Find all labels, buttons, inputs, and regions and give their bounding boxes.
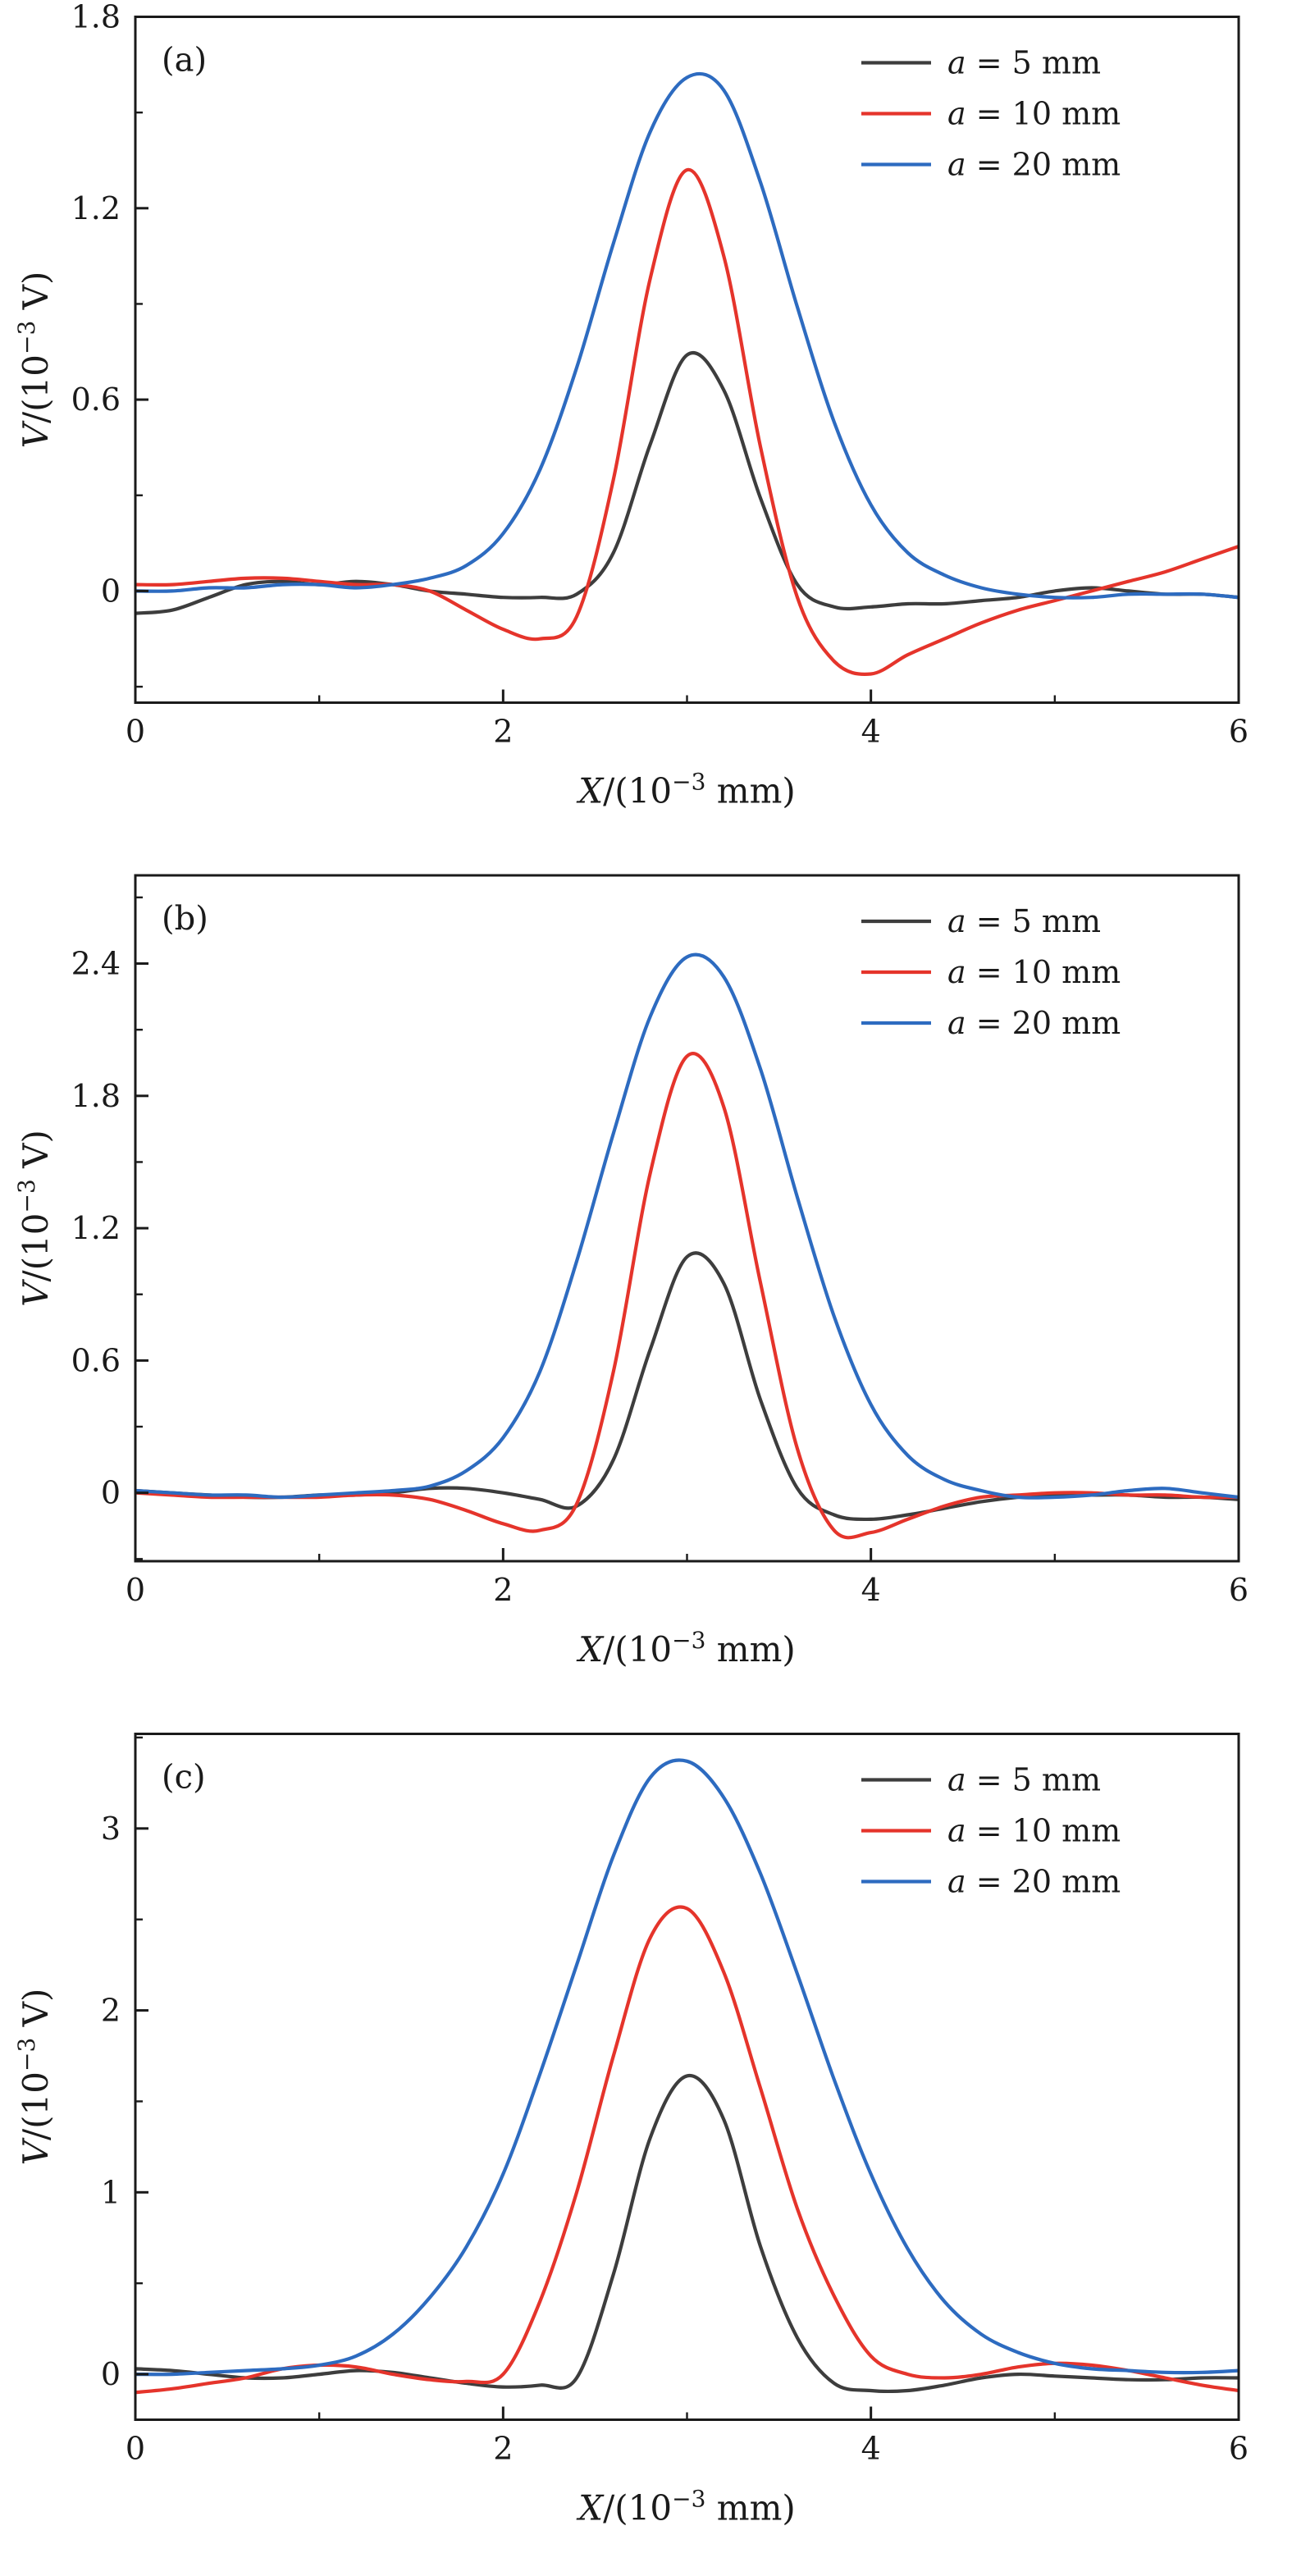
x-tick-label: 4 bbox=[861, 2431, 881, 2467]
chart-panel-c: 0 2 4 6 0 1 2 3 X/(10−3 mm) V/(10−3 V) (c) a = 5 mm… bbox=[0, 1717, 1292, 2576]
chart-b-svg: 0 2 4 6 0 0.6 1.2 1.8 2.4 X/(10−3 mm) V/(10−3 V) (b… bbox=[13, 874, 1249, 1669]
x-tick-label: 2 bbox=[493, 2431, 513, 2467]
y-axis-label: V/(10−3 V) bbox=[13, 1989, 56, 2166]
x-tick-label: 4 bbox=[861, 714, 881, 750]
y-tick-label: 0 bbox=[101, 573, 121, 609]
x-tick-label: 0 bbox=[126, 1572, 145, 1608]
series-curve bbox=[135, 71, 1239, 600]
legend-label: a = 20 mm bbox=[947, 1864, 1121, 1900]
legend-label: a = 5 mm bbox=[947, 1762, 1101, 1798]
legend-label: a = 20 mm bbox=[947, 147, 1121, 183]
y-tick-label: 1 bbox=[101, 2174, 121, 2210]
chart-panel-a: 0 2 4 6 0 0.6 1.2 1.8 X/(10−3 mm) V/(10−3 V) (a) a … bbox=[0, 0, 1292, 859]
series-curve bbox=[135, 1758, 1239, 2377]
y-tick-label: 3 bbox=[101, 1811, 121, 1847]
chart-panel-b: 0 2 4 6 0 0.6 1.2 1.8 2.4 X/(10−3 mm) V/(10−3 V) (b… bbox=[0, 859, 1292, 1717]
panel-label: (c) bbox=[162, 1759, 206, 1797]
y-axis-label: V/(10−3 V) bbox=[13, 272, 56, 449]
panel-label: (b) bbox=[162, 900, 208, 938]
x-axis-label: X/(10−3 mm) bbox=[576, 1627, 796, 1669]
legend-label: a = 20 mm bbox=[947, 1005, 1121, 1041]
series-curve bbox=[135, 1251, 1239, 1522]
x-tick-label: 6 bbox=[1229, 714, 1249, 750]
x-tick-label: 2 bbox=[493, 714, 513, 750]
series-curve bbox=[135, 952, 1239, 1500]
series-curve bbox=[135, 1052, 1239, 1540]
y-tick-label: 1.2 bbox=[71, 190, 121, 226]
legend-label: a = 5 mm bbox=[947, 903, 1101, 939]
x-tick-label: 6 bbox=[1229, 2431, 1249, 2467]
y-tick-label: 0 bbox=[101, 2356, 121, 2392]
series-curve bbox=[135, 167, 1239, 676]
y-tick-label: 0.6 bbox=[71, 1342, 121, 1378]
x-axis-label: X/(10−3 mm) bbox=[576, 769, 796, 811]
series-curve bbox=[135, 351, 1239, 615]
y-tick-label: 1.8 bbox=[71, 1078, 121, 1114]
panel-label: (a) bbox=[162, 42, 207, 80]
x-tick-label: 6 bbox=[1229, 1572, 1249, 1608]
legend-label: a = 10 mm bbox=[947, 96, 1121, 132]
y-tick-label: 0 bbox=[101, 1475, 121, 1511]
legend-label: a = 10 mm bbox=[947, 1813, 1121, 1849]
x-tick-label: 2 bbox=[493, 1572, 513, 1608]
series-curve bbox=[135, 2074, 1239, 2394]
chart-c-svg: 0 2 4 6 0 1 2 3 X/(10−3 mm) V/(10−3 V) (c) a = 5 mm… bbox=[13, 1733, 1249, 2528]
y-axis-label: V/(10−3 V) bbox=[13, 1130, 56, 1307]
series-curve bbox=[135, 1905, 1239, 2395]
y-tick-label: 0.6 bbox=[71, 381, 121, 418]
chart-a-svg: 0 2 4 6 0 0.6 1.2 1.8 X/(10−3 mm) V/(10−3 V) (a) a … bbox=[13, 0, 1249, 811]
x-tick-label: 4 bbox=[861, 1572, 881, 1608]
legend-label: a = 10 mm bbox=[947, 954, 1121, 990]
y-tick-label: 2 bbox=[101, 1993, 121, 2029]
y-tick-label: 2.4 bbox=[71, 946, 121, 982]
y-tick-label: 1.2 bbox=[71, 1210, 121, 1246]
x-axis-label: X/(10−3 mm) bbox=[576, 2486, 796, 2528]
legend-label: a = 5 mm bbox=[947, 45, 1101, 81]
x-tick-label: 0 bbox=[126, 714, 145, 750]
y-tick-label: 1.8 bbox=[71, 0, 121, 35]
x-tick-label: 0 bbox=[126, 2431, 145, 2467]
